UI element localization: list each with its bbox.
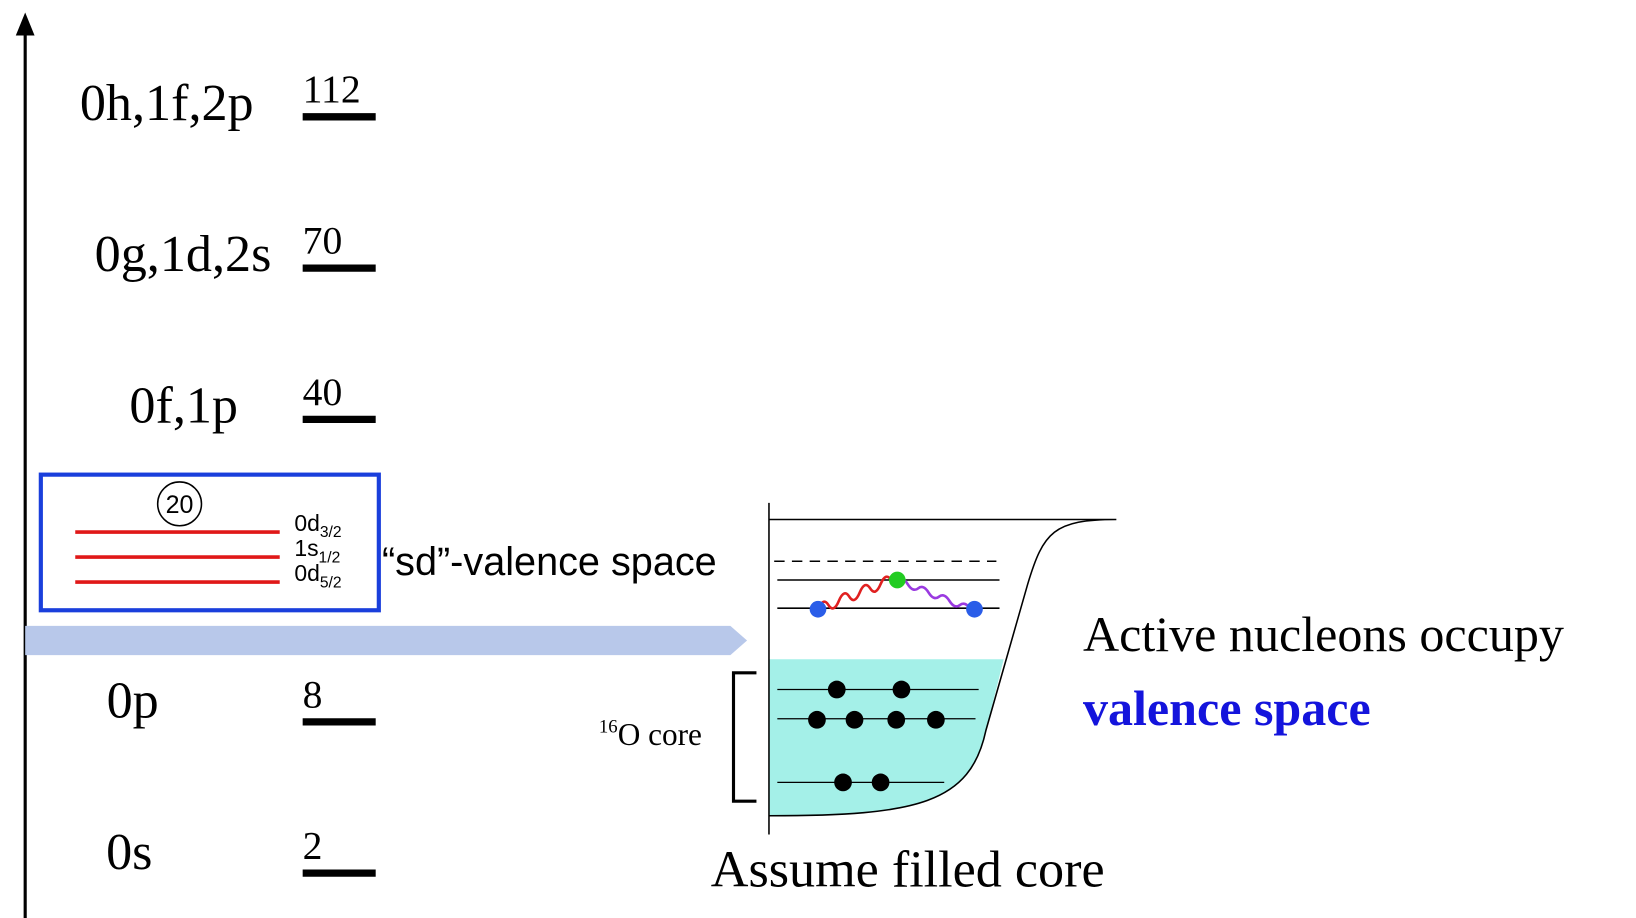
shell-number: 40 bbox=[303, 370, 343, 414]
shell-number: 112 bbox=[303, 67, 361, 111]
shell-number: 70 bbox=[303, 218, 343, 262]
nucleon bbox=[966, 601, 983, 618]
shell-label: 0s bbox=[106, 824, 152, 881]
axis-arrowhead bbox=[16, 13, 35, 36]
note-line2: valence space bbox=[1083, 680, 1371, 736]
orbital-j: 3/2 bbox=[320, 524, 342, 541]
caption: Assume filled core bbox=[711, 842, 1105, 899]
orbital-n: 0d bbox=[294, 560, 320, 586]
shell-number: 8 bbox=[303, 672, 323, 716]
orbital-j: 5/2 bbox=[320, 574, 342, 591]
core-text: O core bbox=[618, 717, 702, 752]
mass-number: 16 bbox=[599, 716, 618, 737]
core-label: 16O core bbox=[599, 716, 702, 752]
valence-label: “sd”-valence space bbox=[382, 540, 717, 584]
orbital-n: 0d bbox=[294, 510, 320, 536]
shell-number: 2 bbox=[303, 824, 323, 868]
magic-number: 20 bbox=[166, 491, 194, 519]
shell-label: 0h,1f,2p bbox=[80, 75, 254, 132]
nucleon bbox=[810, 601, 827, 618]
orbital-j: 1/2 bbox=[319, 549, 341, 566]
shift-arrow bbox=[25, 626, 747, 655]
diagram: 112 0h,1f,2p 70 0g,1d,2s 40 0f,1p 8 0p 2 0s 20 0d… bbox=[0, 0, 1636, 918]
vertex bbox=[889, 572, 906, 589]
shell-label: 0g,1d,2s bbox=[95, 226, 272, 283]
note-line1: Active nucleons occupy bbox=[1083, 606, 1564, 662]
shell-label: 0f,1p bbox=[129, 377, 238, 434]
interaction-wave bbox=[897, 579, 974, 615]
orbital-n: 1s bbox=[294, 535, 318, 561]
core-fill bbox=[769, 659, 1004, 815]
shell-label: 0p bbox=[107, 673, 159, 730]
interaction-wave bbox=[818, 576, 897, 609]
core-bracket bbox=[734, 673, 757, 801]
